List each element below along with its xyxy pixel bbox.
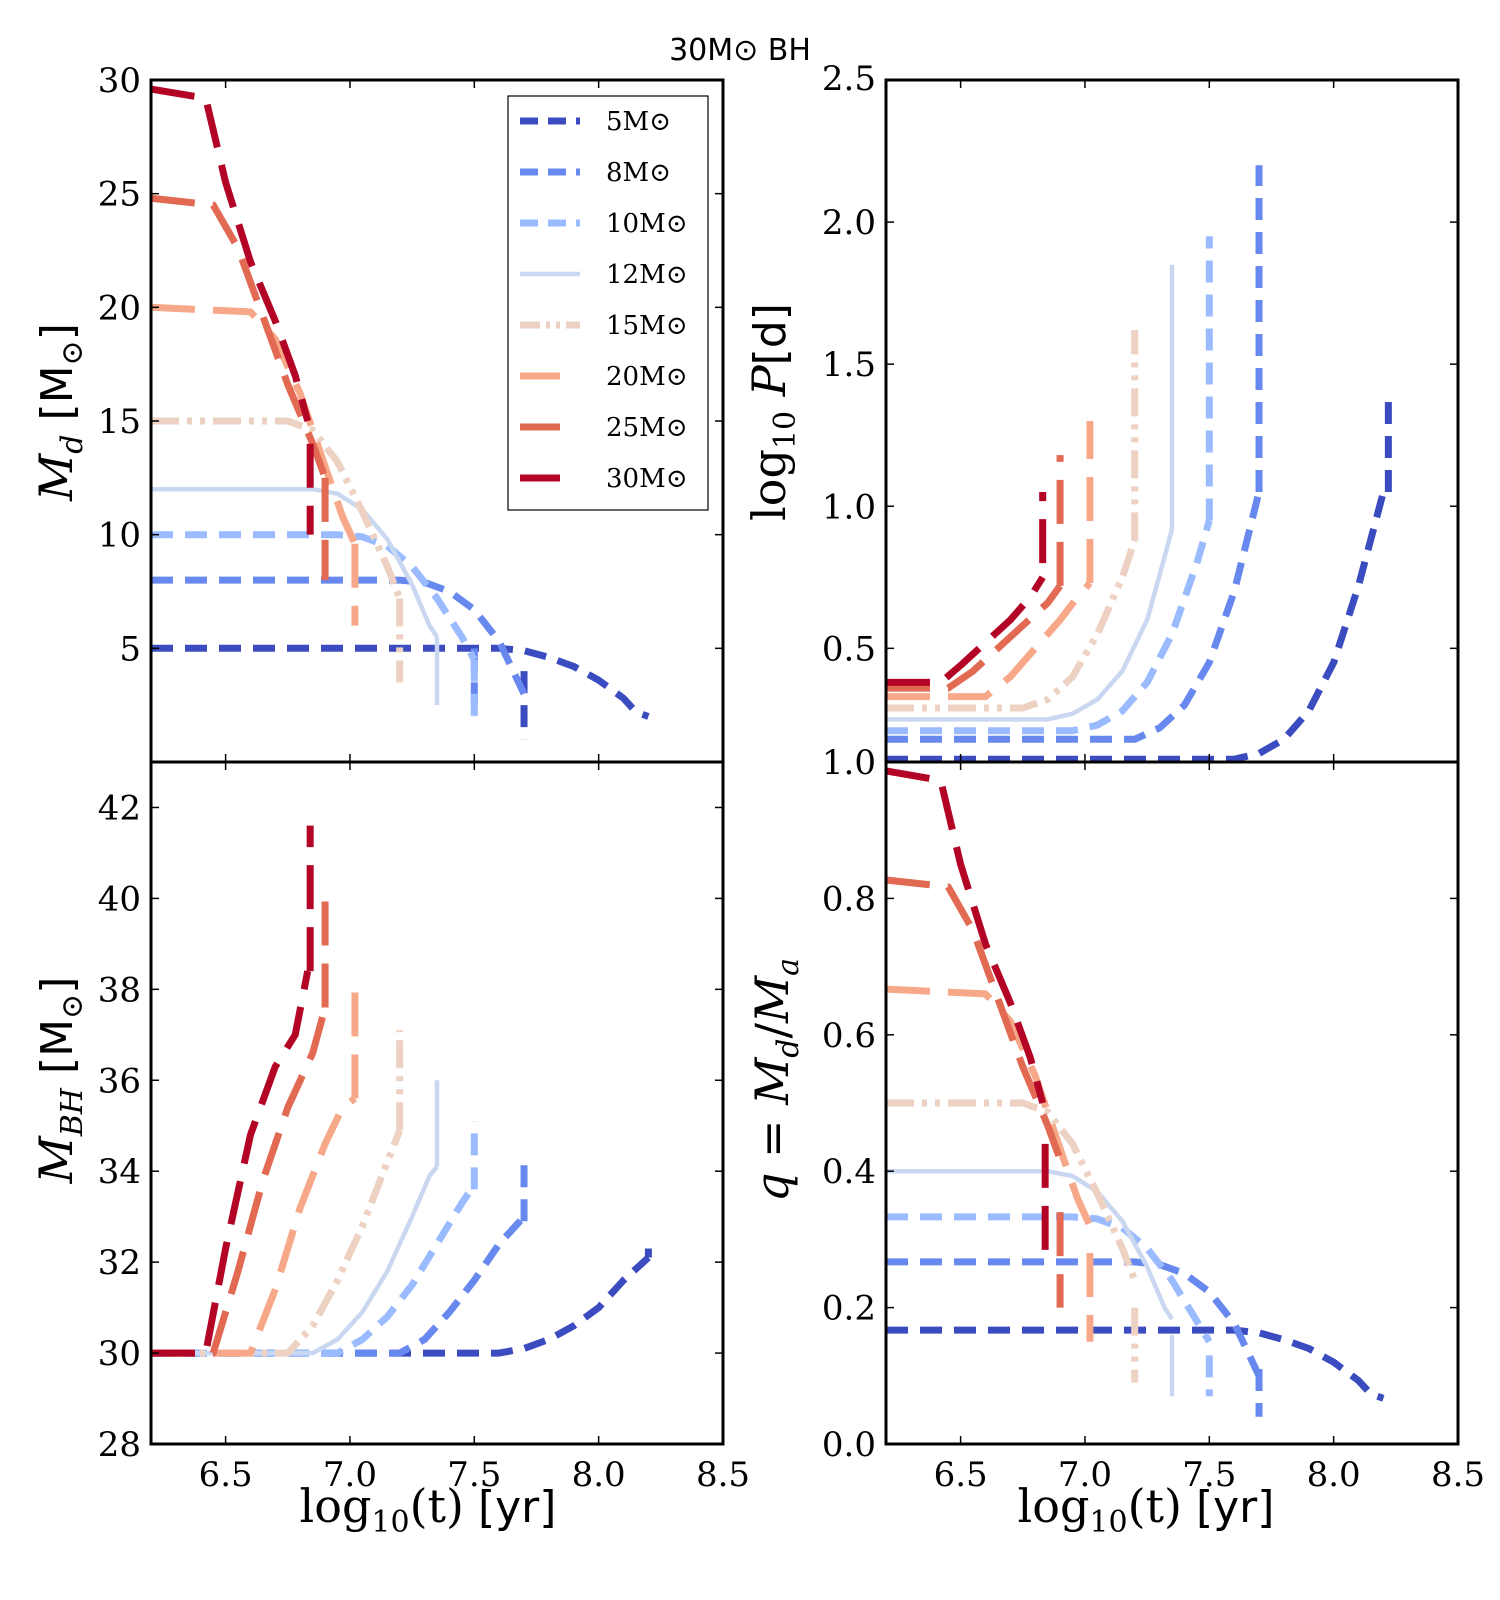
xtick-label-q: 8.5	[1431, 1455, 1485, 1495]
ytick-label-logp: 1.5	[822, 345, 876, 385]
series-line-md-10msun	[151, 531, 478, 662]
series-group-md	[151, 85, 650, 740]
series-line-mbh-20msun	[151, 1095, 357, 1357]
xtick-label-q: 7.5	[1182, 1455, 1236, 1495]
legend-label: 25M⊙	[606, 413, 688, 443]
legend-label: 15M⊙	[606, 311, 688, 341]
ytick-label-mbh: 28	[98, 1425, 141, 1465]
ytick-label-md: 5	[119, 629, 141, 669]
ytick-label-q: 0.6	[822, 1016, 876, 1056]
frame-mbh	[149, 760, 725, 1446]
xtick-label-mbh: 7.5	[447, 1455, 501, 1495]
series-line-mbh-8msun	[151, 1214, 527, 1357]
ytick-label-mbh: 40	[98, 879, 141, 919]
ytick-label-md: 25	[98, 175, 141, 215]
legend-label: 30M⊙	[606, 464, 688, 494]
series-line-q-10msun	[886, 1213, 1213, 1344]
series-line-mbh-5msun	[151, 1255, 651, 1357]
ytick-label-mbh: 38	[98, 970, 141, 1010]
legend-box	[507, 95, 709, 511]
ytick-label-mbh: 42	[98, 788, 141, 828]
xlabel-q: log10(t) [yr]	[1018, 1479, 1275, 1540]
ytick-label-md: 15	[98, 402, 141, 442]
ytick-label-logp: 1.0	[822, 487, 876, 527]
series-line-md-12msun	[151, 486, 439, 639]
ylabel-mbh: MBH [M⊙]	[29, 977, 90, 1185]
series-line-mbh-15msun	[151, 1129, 403, 1357]
legend-label: 5M⊙	[606, 107, 671, 137]
xtick-label-mbh: 6.5	[199, 1455, 253, 1495]
ytick-label-q: 0.2	[822, 1289, 876, 1329]
series-line-md-20msun	[151, 303, 359, 546]
frame-q	[884, 760, 1460, 1446]
series-group-logp	[886, 165, 1392, 762]
ytick-label-q: 1.0	[822, 743, 876, 783]
series-line-md-15msun	[151, 417, 403, 600]
ytick-label-mbh: 32	[98, 1243, 141, 1283]
xtick-label-q: 8.0	[1307, 1455, 1361, 1495]
legend: 5M⊙ 8M⊙ 10M⊙ 12M⊙ 15M⊙ 20M⊙ 25M⊙ 30M⊙	[507, 95, 709, 511]
series-line-logp-8msun	[886, 491, 1263, 743]
figure-title: 30M⊙ BH	[669, 33, 811, 68]
legend-label: 20M⊙	[606, 362, 688, 392]
series-line-q-5msun	[886, 1326, 1385, 1402]
xtick-label-mbh: 8.0	[572, 1455, 626, 1495]
ytick-label-md: 20	[98, 288, 141, 328]
ytick-label-mbh: 36	[98, 1061, 141, 1101]
legend-label: 12M⊙	[606, 260, 688, 290]
series-line-md-30msun	[151, 85, 312, 422]
ylabel-q: q = Md/Ma	[745, 958, 806, 1202]
xlabel-mbh: log10(t) [yr]	[300, 1479, 557, 1540]
legend-label: 8M⊙	[606, 158, 671, 188]
legend-label: 10M⊙	[606, 209, 688, 239]
xtick-label-q: 7.0	[1058, 1455, 1112, 1495]
ytick-label-logp: 2.5	[822, 59, 876, 99]
series-line-md-25msun	[151, 194, 329, 479]
series-line-q-8msun	[886, 1258, 1263, 1378]
panel-logp: 0.5 1.0 1.5 2.0 2.5	[822, 59, 1460, 764]
series-line-q-12msun	[886, 1168, 1174, 1321]
series-line-logp-12msun	[886, 528, 1175, 722]
series-line-q-15msun	[886, 1099, 1138, 1282]
xtick-label-mbh: 7.0	[323, 1455, 377, 1495]
ylabel-md: Md [M⊙]	[29, 323, 90, 502]
xtick-label-q: 6.5	[934, 1455, 988, 1495]
ytick-label-md: 30	[98, 61, 141, 101]
series-line-mbh-10msun	[151, 1182, 478, 1357]
series-group-q	[886, 767, 1385, 1417]
series-line-logp-25msun	[886, 583, 1063, 692]
series-line-logp-20msun	[886, 580, 1093, 701]
series-group-mbh	[151, 825, 652, 1357]
ytick-label-mbh: 30	[98, 1334, 141, 1374]
ytick-label-md: 10	[98, 516, 141, 556]
series-line-mbh-25msun	[151, 1006, 329, 1357]
series-line-md-5msun	[151, 644, 650, 720]
ytick-label-q: 0.0	[822, 1425, 876, 1465]
series-line-logp-10msun	[886, 519, 1213, 735]
series-line-q-25msun	[886, 876, 1064, 1161]
series-line-q-20msun	[886, 985, 1094, 1228]
xtick-label-mbh: 8.5	[696, 1455, 750, 1495]
series-line-mbh-12msun	[151, 1165, 439, 1356]
ytick-label-q: 0.8	[822, 879, 876, 919]
ytick-label-logp: 0.5	[822, 629, 876, 669]
series-line-logp-15msun	[886, 539, 1139, 712]
panel-mbh: 28 30 32 34 36 38 40 42 6.5 7.0 7.5 8.0 8.5	[98, 760, 750, 1495]
ytick-label-mbh: 34	[98, 1152, 141, 1192]
ylabel-logp: log10 P[d]	[742, 303, 803, 521]
series-line-mbh-30msun	[151, 970, 312, 1357]
ytick-label-q: 0.4	[822, 1152, 876, 1192]
panel-q: 0.0 0.2 0.4 0.6 0.8 1.0 6.5 7.0 7.5 8.0 8.5	[822, 743, 1485, 1495]
ytick-label-logp: 2.0	[822, 203, 876, 243]
series-line-md-8msun	[151, 576, 528, 696]
series-line-q-30msun	[886, 767, 1047, 1104]
series-line-logp-5msun	[886, 491, 1387, 762]
